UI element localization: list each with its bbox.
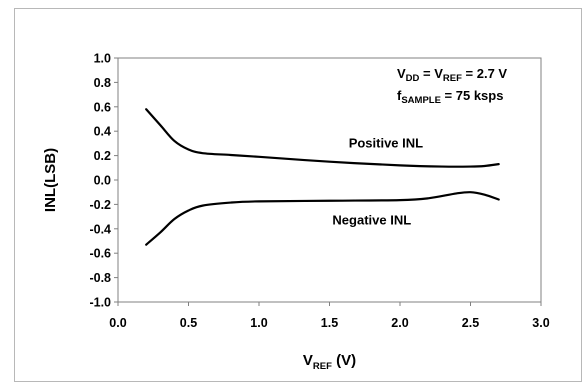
positive-inl-line: [145, 108, 500, 168]
y-tick-label: -0.8: [89, 271, 111, 285]
x-tick-label: 3.0: [532, 316, 549, 330]
y-tick-label: 0.6: [94, 100, 111, 114]
negative-inl-label: Negative INL: [332, 212, 411, 227]
plot-area: [114, 57, 542, 306]
x-axis-label-sub: REF: [313, 361, 332, 372]
x-tick-label: 1.0: [250, 316, 267, 330]
series-layer: [145, 108, 500, 246]
positive-inl-label: Positive INL: [349, 135, 423, 150]
y-tick-label: -0.6: [89, 247, 111, 261]
condition-sample-rate: fSAMPLE = 75 ksps: [397, 88, 503, 106]
x-tick-label: 2.5: [462, 316, 479, 330]
y-tick-labels: 1.0 0.8 0.6 0.4 0.2 0.0 -0.2 -0.4 -0.6 -0.8 -1.0: [89, 52, 111, 310]
x-axis-label: VREF (V): [303, 352, 356, 372]
y-tick-label: -0.2: [89, 198, 111, 212]
y-tick-label: 1.0: [94, 52, 111, 66]
x-tick-label: 1.5: [321, 316, 338, 330]
y-axis-label: INL(LSB): [42, 148, 59, 212]
y-tick-label: -1.0: [89, 296, 111, 310]
condition-supply: VDD = VREF = 2.7 V: [397, 66, 507, 84]
negative-inl-line: [145, 191, 500, 246]
x-axis-label-tail: (V): [332, 352, 356, 369]
x-tick-label: 0.0: [109, 316, 126, 330]
y-tick-label: 0.0: [94, 174, 111, 188]
x-tick-labels: 0.0 0.5 1.0 1.5 2.0 2.5 3.0: [109, 316, 549, 330]
x-axis-label-main: V: [303, 352, 313, 369]
x-tick-label: 0.5: [180, 316, 197, 330]
y-tick-label: -0.4: [89, 222, 111, 236]
y-tick-label: 0.4: [94, 125, 111, 139]
y-tick-label: 0.8: [94, 76, 111, 90]
x-tick-label: 2.0: [391, 316, 408, 330]
y-tick-label: 0.2: [94, 149, 111, 163]
